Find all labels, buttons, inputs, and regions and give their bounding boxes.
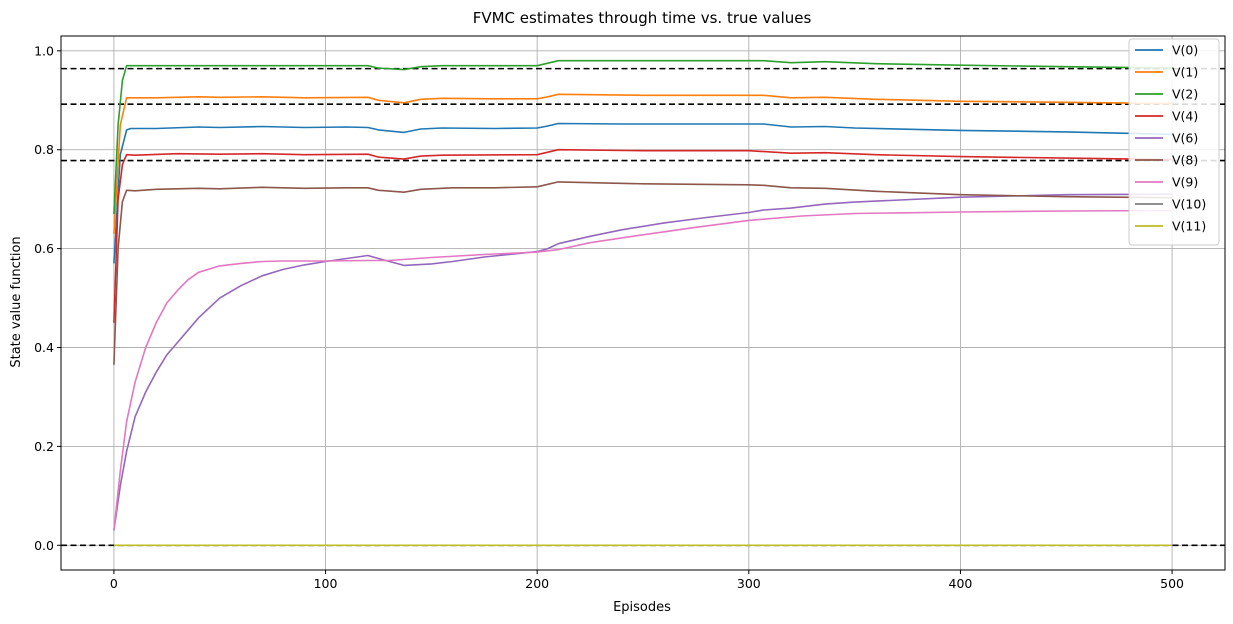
x-tick-label: 100 (314, 576, 338, 591)
series-line-3 (113, 148, 1173, 323)
legend-entry: V(4) (1172, 109, 1198, 124)
legend-entry: V(9) (1172, 175, 1198, 190)
legend-entry: V(2) (1172, 87, 1198, 102)
y-tick-label: 0.0 (34, 538, 54, 553)
y-tick-label: 0.6 (34, 241, 54, 256)
x-axis: 0 100 200 300 400 500 (110, 570, 1184, 591)
series-line-1 (113, 93, 1173, 234)
legend: V(0) V(1) V(2) V(4) V(6) V(8) V(9) V(10) V(11) (1128, 38, 1220, 246)
x-tick-label: 400 (949, 576, 973, 591)
legend-entry: V(11) (1172, 219, 1206, 234)
x-tick-label: 300 (737, 576, 761, 591)
series-line-0 (113, 122, 1173, 264)
x-tick-label: 200 (525, 576, 549, 591)
x-tick-label: 0 (110, 576, 118, 591)
y-tick-label: 0.4 (34, 340, 54, 355)
legend-box (1128, 38, 1220, 246)
legend-entry: V(10) (1172, 197, 1206, 212)
y-tick-label: 0.2 (34, 439, 54, 454)
series-lines (113, 59, 1173, 547)
legend-entry: V(6) (1172, 131, 1198, 146)
chart-title: FVMC estimates through time vs. true val… (473, 9, 812, 27)
x-tick-label: 500 (1160, 576, 1184, 591)
x-axis-label: Episodes (613, 600, 671, 615)
series-line-4 (113, 193, 1173, 531)
series-line-5 (113, 181, 1173, 365)
y-axis: 0.0 0.2 0.4 0.6 0.8 1.0 (34, 43, 61, 553)
y-axis-label: State value function (9, 236, 24, 367)
y-tick-label: 0.8 (34, 142, 54, 157)
true-value-lines (61, 67, 1225, 547)
legend-entry: V(8) (1172, 153, 1198, 168)
legend-entry: V(0) (1172, 43, 1198, 58)
series-line-2 (113, 59, 1173, 215)
plot-frame (60, 35, 1226, 571)
grid (61, 36, 1225, 570)
y-tick-label: 1.0 (34, 43, 54, 58)
legend-entry: V(1) (1172, 65, 1198, 80)
series-line-6 (113, 209, 1173, 531)
